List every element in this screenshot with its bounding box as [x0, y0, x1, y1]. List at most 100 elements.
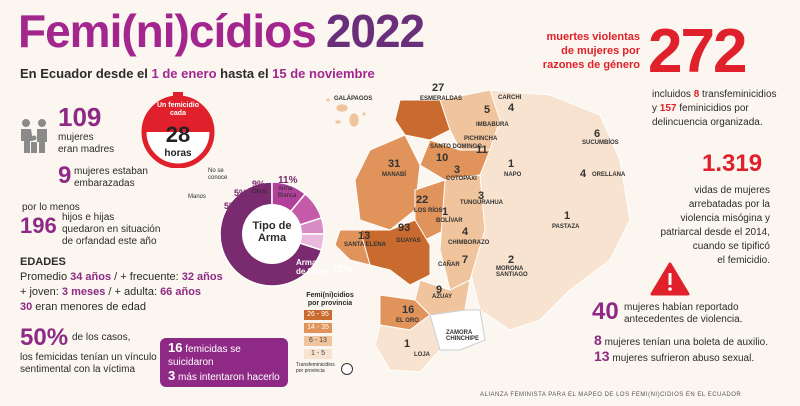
subtitle-prefix: En Ecuador desde el [20, 66, 152, 81]
province-tungurahua-count: 3 [478, 190, 485, 202]
page-title: Femi(ni)cídios 2022 [18, 4, 425, 58]
province-manabi: MANABÍ [382, 172, 406, 178]
province-canar-count: 7 [462, 254, 469, 266]
legend: 26 - 95 14 - 35 6 - 13 1 - 5 [304, 310, 336, 359]
since2014-text: vidas de mujeres arrebatadas por la violen… [660, 185, 770, 266]
weapons-otros-label: Otros [252, 189, 267, 195]
subtitle-start-date: 1 de enero [151, 66, 217, 81]
timer-value: 28 [165, 122, 191, 147]
province-santa-elena: SANTA ELENA [344, 242, 386, 248]
mothers-count: 109 [58, 102, 102, 132]
abuse-line: 13 mujeres sufrieron abuso sexual. [594, 348, 755, 364]
title-year: 2022 [325, 5, 425, 57]
province-sucumbios-count: 6 [594, 128, 601, 140]
weapons-blanca-label: Arma Blanca [278, 186, 297, 199]
province-pichincha-count: 11 [476, 144, 488, 156]
province-cotopaxi: COTOPAXI [446, 176, 477, 182]
province-esmeraldas-count: 27 [432, 82, 445, 94]
orphans-text: hijos e hijas quedaron en situación de orf… [62, 212, 161, 247]
province-santo-domingo: SANTO DOMINGO [430, 144, 482, 150]
reported-text: mujeres habían reportado antecedentes de … [624, 302, 743, 325]
subtitle-end-date: 15 de noviembre [272, 66, 375, 81]
weapons-otros-pct: 9% [252, 179, 266, 189]
relationship-line1: de los casos, [72, 332, 131, 343]
weapons-center-label: Tipo de Arma [252, 220, 292, 244]
province-guayas: GUAYAS [396, 238, 421, 244]
footer: ALIANZA FEMINISTA PARA EL MAPEO DE LOS F… [480, 392, 742, 398]
legend-swatch-3: 6 - 13 [304, 336, 332, 346]
province-losrios-count: 22 [416, 194, 429, 206]
violent-deaths-label: muertes violentas de mujeres por razones d… [542, 31, 640, 71]
province-imbabura: IMBABURA [476, 122, 509, 128]
weapons-fuego-pct: 70% [332, 264, 353, 275]
auxilio-line: 8 mujeres tenían una boleta de auxilio. [594, 332, 769, 348]
province-tungurahua: TUNGURAHUA [460, 200, 503, 206]
province-zamora: ZAMORA CHINCHIPE [446, 330, 480, 342]
pregnant-count: 9 [58, 162, 72, 189]
province-azuay: AZUAY [432, 294, 453, 300]
timer-caption: Un femicidio cada [156, 102, 199, 117]
province-napo: NAPO [504, 172, 522, 178]
province-orellana-count: 4 [580, 168, 587, 180]
province-azuay-count: 9 [436, 284, 443, 296]
reported-count: 40 [592, 298, 619, 325]
province-chimborazo-count: 4 [462, 226, 469, 238]
province-bolivar-count: 1 [442, 206, 449, 218]
province-santo-domingo-count: 10 [436, 152, 449, 164]
province-chimborazo: CHIMBORAZO [448, 240, 490, 246]
province-pichincha: PICHINCHA [464, 136, 498, 142]
subtitle-mid: hasta el [216, 66, 273, 81]
page-subtitle: En Ecuador desde el 1 de enero hasta el … [20, 66, 375, 81]
province-bolivar: BOLÍVAR [436, 218, 463, 224]
relationship-pct: 50% [20, 324, 69, 351]
violent-deaths-detail: incluidos 8 transfeminicidios y 157 femi… [652, 89, 777, 128]
weapons-fuego-label: Arma de fuego [296, 258, 330, 276]
weapons-noconoce-label: No se conoce [208, 168, 228, 181]
province-cotopaxi-count: 3 [454, 164, 461, 176]
province-orellana: ORELLANA [592, 172, 626, 178]
province-carchi: CARCHI [498, 95, 522, 101]
weapons-manos-pct: 5% [224, 201, 238, 211]
province-eloro: EL ORO [396, 318, 419, 324]
ecuador-map [320, 80, 650, 385]
legend-swatch-2: 14 - 35 [304, 323, 332, 333]
orphans-prefix: por lo menos [22, 202, 80, 213]
province-napo-count: 1 [508, 158, 515, 170]
province-esmeraldas: ESMERALDAS [420, 96, 463, 102]
suicide-box: 16 femicidas se suicidaron 3 más intenta… [160, 338, 288, 387]
clock-icon [140, 92, 216, 169]
province-galapagos: GALÁPAGOS [334, 96, 373, 102]
province-eloro-count: 16 [402, 304, 415, 316]
province-losrios: LOS RÍOS [414, 208, 443, 214]
weapons-blanca-pct: 11% [278, 175, 298, 186]
trans-marker-icon [340, 362, 354, 381]
province-pastaza-count: 1 [564, 210, 571, 222]
province-santa-elena-count: 13 [358, 230, 371, 242]
province-sucumbios: SUCUMBÍOS [582, 140, 619, 146]
violent-deaths-total: 272 [648, 17, 747, 86]
province-canar: CAÑAR [438, 262, 460, 268]
ages-heading: EDADES [20, 256, 66, 268]
weapons-donut-chart [208, 170, 348, 295]
province-loja: LOJA [414, 352, 431, 358]
legend-trans-label: Transfeminicidios por provincia [296, 362, 335, 374]
timer-unit: horas [164, 148, 192, 159]
family-icon [18, 118, 52, 159]
province-pastaza: PASTAZA [552, 224, 580, 230]
province-imbabura-count: 5 [484, 104, 491, 116]
weapons-noconoce-pct: 5% [234, 188, 248, 198]
title-main: Femi(ni)cídios [18, 5, 317, 57]
relationship-rest: los femicidas tenían un vínculo sentiment… [20, 352, 157, 375]
weapons-manos-label: Manos [188, 194, 207, 200]
orphans-count: 196 [20, 213, 57, 238]
province-morona: MORONA SANTIAGO [496, 266, 528, 278]
province-guayas-count: 93 [398, 222, 411, 234]
province-morona-count: 2 [508, 254, 515, 266]
since2014-count: 1.319 [702, 150, 763, 177]
province-manabi-count: 31 [388, 158, 401, 170]
pregnant-label: mujeres estaban embarazadas [74, 166, 148, 189]
province-loja-count: 1 [404, 338, 411, 350]
legend-swatch-4: 1 - 5 [304, 349, 332, 359]
legend-swatch-1: 26 - 95 [304, 310, 332, 320]
province-carchi-count: 4 [508, 102, 515, 114]
